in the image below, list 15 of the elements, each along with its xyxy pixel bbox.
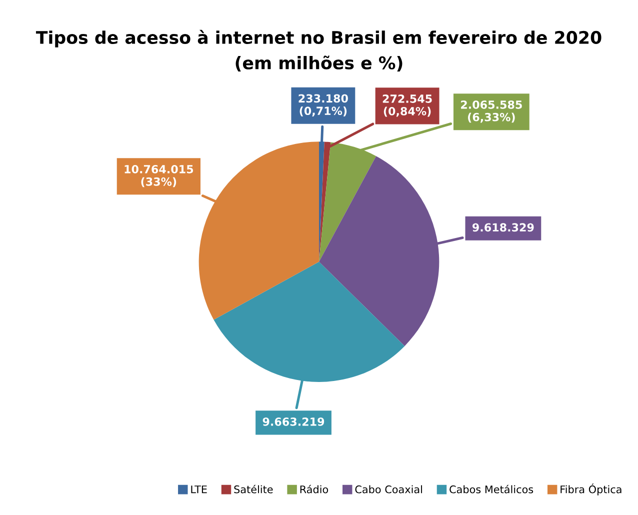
legend-label: Rádio — [300, 484, 328, 494]
data-label: 233.180 (0,71%) — [298, 94, 348, 116]
chart-subtitle: (em milhões e %) — [236, 56, 402, 72]
legend-label: Cabo Coaxial — [355, 485, 422, 494]
data-label: 272.545 (0,84%) — [382, 94, 432, 117]
data-label: 9.618.329 — [472, 223, 534, 232]
data-label: 9.663.219 — [262, 417, 324, 426]
data-label: 2.065.585 (6,33%) — [461, 100, 522, 123]
legend-label: Cabos Metálicos — [450, 484, 534, 494]
legend-label: LTE — [191, 486, 207, 494]
legend-label: Satélite — [234, 484, 273, 494]
legend-label: Fibra Óptica — [560, 484, 622, 496]
chart-title: Tipos de acesso à internet no Brasil em fevereiro de 2020 — [36, 30, 602, 48]
data-label: 10.764.015 (33%) — [124, 164, 194, 188]
pie-slice — [198, 142, 319, 320]
